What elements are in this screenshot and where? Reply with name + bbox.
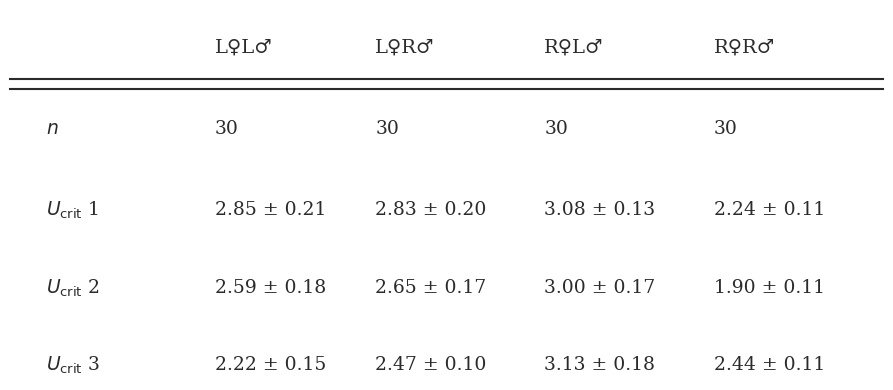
Text: R♀R♂: R♀R♂ <box>714 39 775 57</box>
Text: 2.22 ± 0.15: 2.22 ± 0.15 <box>215 356 327 374</box>
Text: 2.65 ± 0.17: 2.65 ± 0.17 <box>375 279 487 297</box>
Text: R♀L♂: R♀L♂ <box>545 39 604 57</box>
Text: 3.13 ± 0.18: 3.13 ± 0.18 <box>545 356 655 374</box>
Text: 30: 30 <box>375 120 399 138</box>
Text: 1.90 ± 0.11: 1.90 ± 0.11 <box>714 279 824 297</box>
Text: 3.00 ± 0.17: 3.00 ± 0.17 <box>545 279 655 297</box>
Text: 2.83 ± 0.20: 2.83 ± 0.20 <box>375 202 487 220</box>
Text: 30: 30 <box>714 120 738 138</box>
Text: L♀R♂: L♀R♂ <box>375 39 435 57</box>
Text: 2.47 ± 0.10: 2.47 ± 0.10 <box>375 356 487 374</box>
Text: 30: 30 <box>215 120 239 138</box>
Text: L♀L♂: L♀L♂ <box>215 39 272 57</box>
Text: $U_{\mathrm{crit}}$ 2: $U_{\mathrm{crit}}$ 2 <box>46 277 100 299</box>
Text: $n$: $n$ <box>46 120 59 138</box>
Text: 2.59 ± 0.18: 2.59 ± 0.18 <box>215 279 326 297</box>
Text: 30: 30 <box>545 120 568 138</box>
Text: 2.85 ± 0.21: 2.85 ± 0.21 <box>215 202 327 220</box>
Text: 2.24 ± 0.11: 2.24 ± 0.11 <box>714 202 825 220</box>
Text: 2.44 ± 0.11: 2.44 ± 0.11 <box>714 356 825 374</box>
Text: $U_{\mathrm{crit}}$ 1: $U_{\mathrm{crit}}$ 1 <box>46 200 99 221</box>
Text: 3.08 ± 0.13: 3.08 ± 0.13 <box>545 202 655 220</box>
Text: $U_{\mathrm{crit}}$ 3: $U_{\mathrm{crit}}$ 3 <box>46 355 100 376</box>
